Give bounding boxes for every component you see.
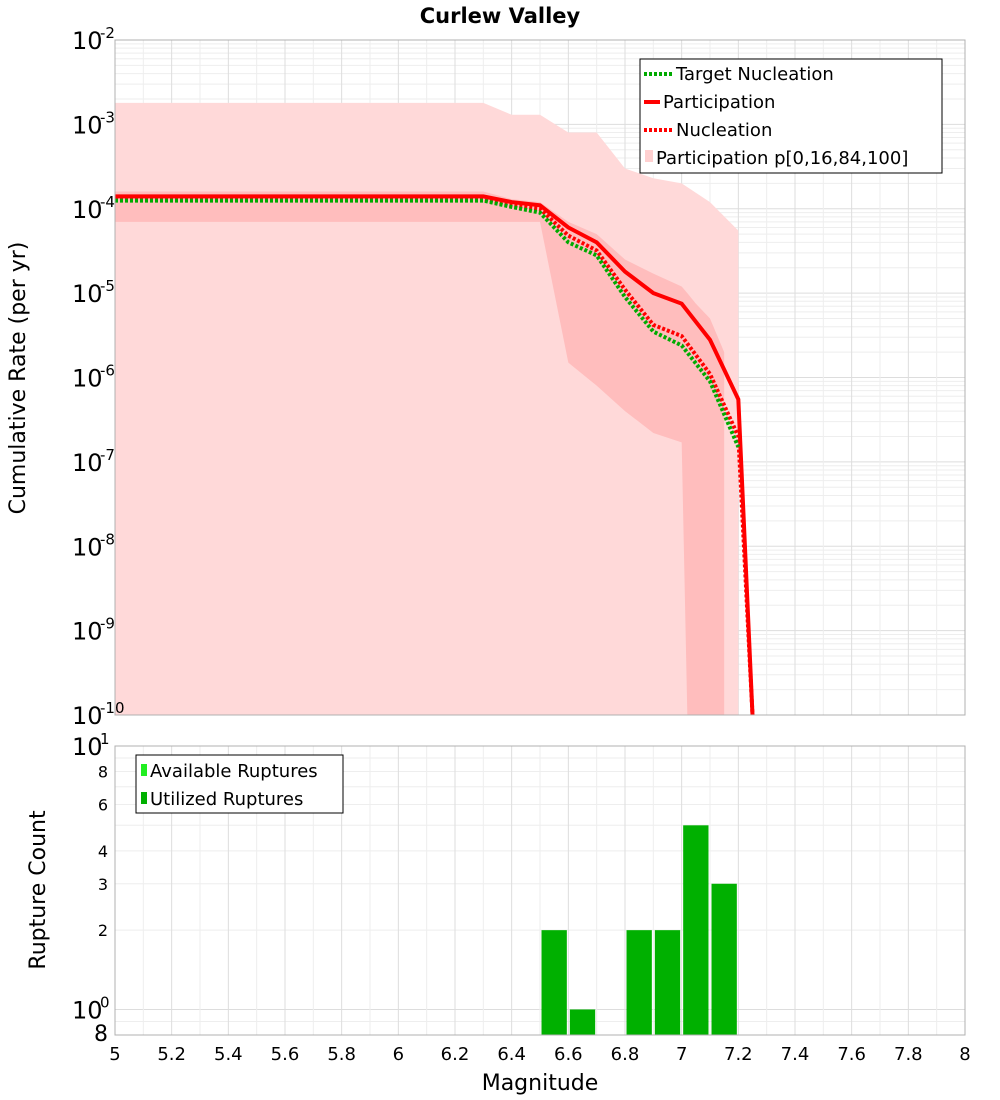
legend-label-participation-band: Participation p[0,16,84,100] bbox=[656, 148, 908, 169]
y-tick-label: 8 bbox=[94, 1022, 108, 1047]
x-tick-label: 7.4 bbox=[781, 1044, 810, 1065]
y-tick-label: 10-7 bbox=[72, 446, 115, 477]
bar-utilized-ruptures bbox=[626, 930, 652, 1035]
bottom-y-axis-label: Rupture Count bbox=[26, 810, 51, 970]
svg-text:10: 10 bbox=[72, 196, 103, 224]
svg-text:-6: -6 bbox=[100, 362, 115, 380]
x-tick-label: 5.6 bbox=[271, 1044, 300, 1065]
x-tick-label: 5.4 bbox=[214, 1044, 243, 1065]
legend-label-target-nucleation: Target Nucleation bbox=[675, 64, 834, 85]
svg-text:10: 10 bbox=[72, 996, 103, 1024]
y-tick-label: 10-10 bbox=[72, 699, 125, 730]
top-series-lines bbox=[115, 194, 755, 716]
legend-label-utilized-ruptures: Utilized Ruptures bbox=[150, 789, 303, 810]
svg-text:-8: -8 bbox=[100, 530, 115, 548]
y-tick-label: 8 bbox=[98, 763, 108, 782]
bar-utilized-ruptures bbox=[541, 930, 567, 1035]
svg-text:10: 10 bbox=[72, 449, 103, 477]
y-tick-label: 10-2 bbox=[72, 24, 115, 55]
svg-text:10: 10 bbox=[72, 702, 103, 730]
y-tick-label: 2 bbox=[98, 921, 108, 940]
svg-text:-7: -7 bbox=[100, 446, 115, 464]
x-tick-label: 7.6 bbox=[837, 1044, 866, 1065]
bottom-plot-frame bbox=[114, 745, 966, 1036]
bottom-bars bbox=[541, 825, 737, 1035]
svg-text:-3: -3 bbox=[100, 108, 115, 126]
x-tick-label: 5 bbox=[109, 1044, 120, 1065]
x-tick-label: 6.8 bbox=[611, 1044, 640, 1065]
band-participation-inner bbox=[115, 191, 725, 716]
x-axis-label: Magnitude bbox=[482, 1071, 599, 1096]
legend-swatch-utilized-ruptures bbox=[141, 792, 147, 804]
svg-text:0: 0 bbox=[100, 993, 110, 1011]
legend-label-participation: Participation bbox=[663, 92, 775, 113]
x-tick-label: 7.8 bbox=[894, 1044, 923, 1065]
y-tick-label: 10-3 bbox=[72, 108, 115, 139]
svg-text:-2: -2 bbox=[100, 24, 115, 42]
bar-utilized-ruptures bbox=[569, 1009, 596, 1035]
top-percentile-bands bbox=[115, 102, 739, 716]
legend-label-available-ruptures: Available Ruptures bbox=[150, 761, 318, 782]
svg-text:10: 10 bbox=[72, 27, 103, 55]
top-y-axis-label: Cumulative Rate (per yr) bbox=[6, 242, 31, 515]
x-tick-label: 6.6 bbox=[554, 1044, 583, 1065]
y-tick-label: 10-5 bbox=[72, 277, 115, 308]
x-tick-label: 7 bbox=[676, 1044, 687, 1065]
x-tick-label: 6 bbox=[393, 1044, 404, 1065]
legend-swatch-available-ruptures bbox=[141, 764, 147, 776]
svg-text:10: 10 bbox=[72, 733, 103, 761]
y-tick-label: 10-6 bbox=[72, 362, 115, 393]
series-line-target-nucleation bbox=[115, 198, 741, 448]
bar-utilized-ruptures bbox=[654, 930, 681, 1035]
y-tick-label: 10-4 bbox=[72, 193, 115, 224]
y-tick-label: 6 bbox=[98, 795, 108, 814]
svg-text:-9: -9 bbox=[100, 615, 115, 633]
svg-text:-10: -10 bbox=[100, 699, 125, 717]
y-tick-label: 10-8 bbox=[72, 530, 115, 561]
y-tick-label: 3 bbox=[98, 875, 108, 894]
svg-text:10: 10 bbox=[72, 280, 103, 308]
svg-text:10: 10 bbox=[72, 533, 103, 561]
x-tick-label: 7.2 bbox=[724, 1044, 753, 1065]
y-tick-label: 4 bbox=[98, 842, 108, 861]
x-tick-label: 5.8 bbox=[327, 1044, 356, 1065]
top-legend: Target Nucleation Participation Nucleati… bbox=[639, 58, 943, 174]
bar-utilized-ruptures bbox=[711, 883, 737, 1035]
svg-text:10: 10 bbox=[72, 365, 103, 393]
bottom-legend: Available Ruptures Utilized Ruptures bbox=[135, 754, 344, 814]
bottom-x-tick-labels: 5 5.2 5.4 5.6 5.8 6 6.2 6.4 6.6 6.8 7 7.2 7.4 7.6 7.8 8 bbox=[109, 1044, 970, 1065]
y-tick-label: 10-9 bbox=[72, 615, 115, 646]
legend-label-nucleation: Nucleation bbox=[676, 120, 772, 141]
bar-utilized-ruptures bbox=[683, 825, 709, 1035]
series-line-participation bbox=[115, 194, 755, 716]
y-tick-label-major: 101 bbox=[72, 730, 110, 761]
chart-title: Curlew Valley bbox=[420, 4, 581, 28]
svg-text:10: 10 bbox=[72, 618, 103, 646]
x-tick-label: 6.4 bbox=[497, 1044, 526, 1065]
x-tick-label: 8 bbox=[959, 1044, 970, 1065]
y-tick-label-major: 100 bbox=[72, 993, 110, 1024]
svg-text:10: 10 bbox=[72, 111, 103, 139]
x-tick-label: 6.2 bbox=[441, 1044, 470, 1065]
svg-text:-5: -5 bbox=[100, 277, 115, 295]
x-tick-label: 5.2 bbox=[157, 1044, 186, 1065]
svg-text:-4: -4 bbox=[100, 193, 115, 211]
svg-text:1: 1 bbox=[100, 730, 110, 748]
legend-swatch-participation-band bbox=[645, 150, 653, 162]
top-plot-frame bbox=[114, 39, 966, 716]
